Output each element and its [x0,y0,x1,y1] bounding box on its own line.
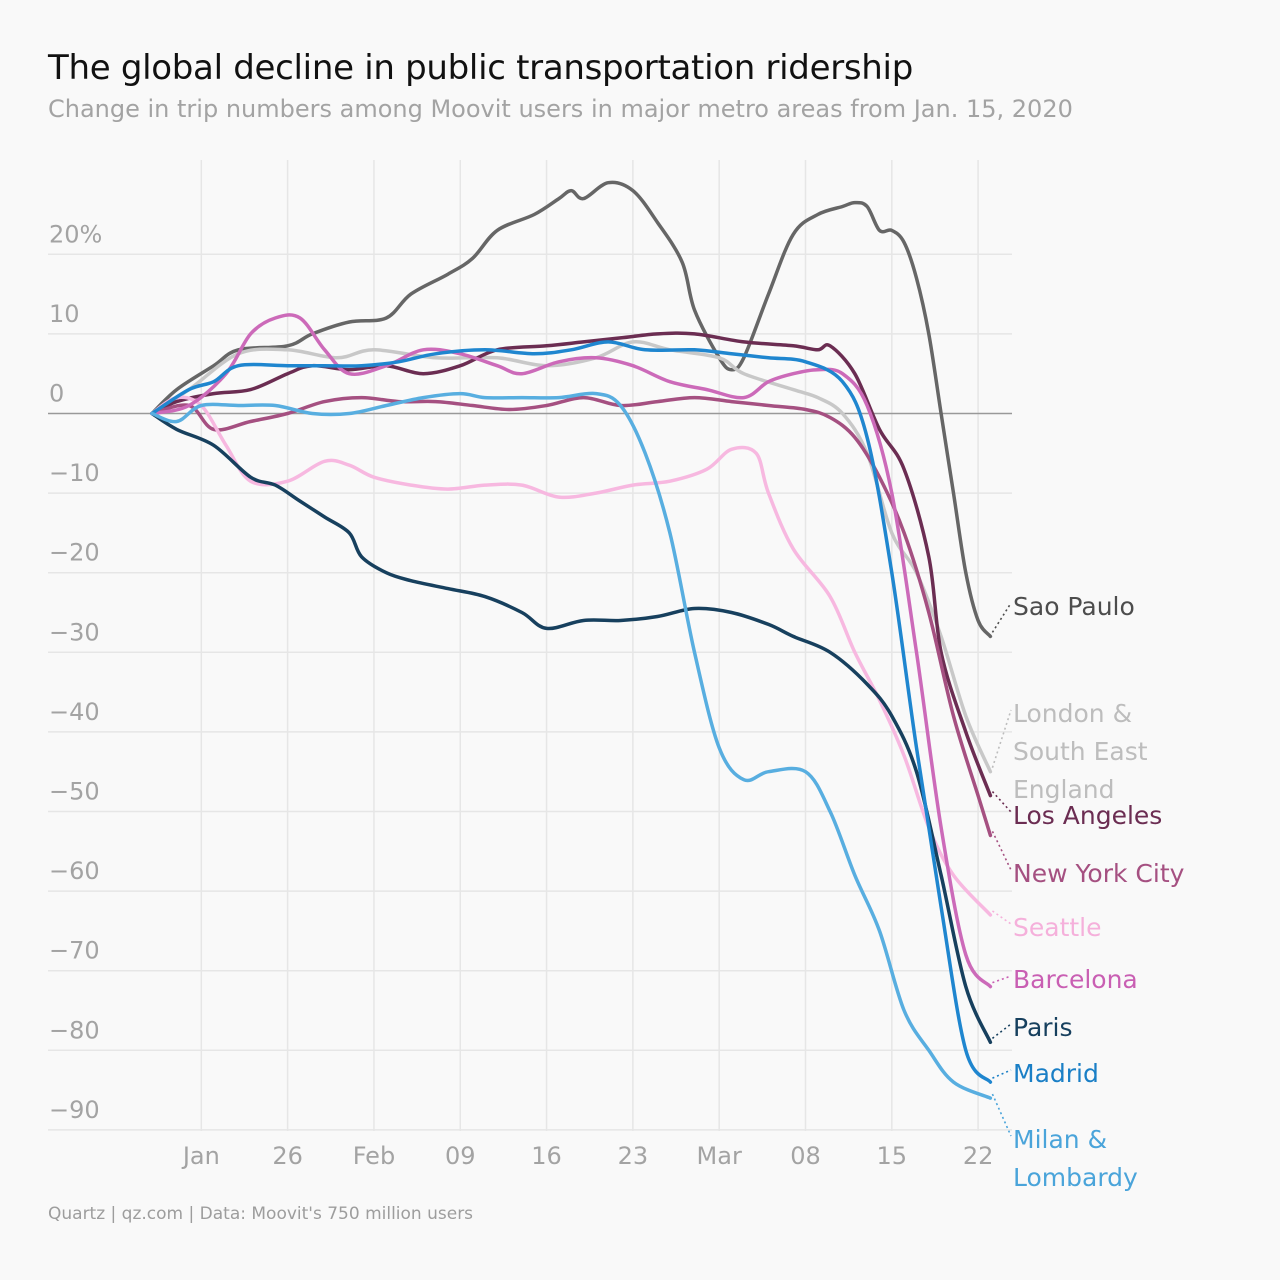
series-label-line: Sao Paulo [1013,592,1135,621]
source-note: Quartz | qz.com | Data: Moovit's 750 mil… [48,1204,474,1224]
leader-line-sao-paulo [991,602,1012,633]
leader-line-madrid [992,1069,1012,1079]
x-axis-tick-labels: Jan 26 Feb 09 16 23 Mar 08 15 22 [181,1142,994,1170]
y-tick-label: −20 [49,539,100,567]
y-tick-label: 0 [49,380,64,408]
series-line-seattle [150,395,993,917]
chart-title: The global decline in public transportat… [48,48,913,88]
series-label-new-york-city: New York City [1013,859,1185,888]
series-label-line: England [1013,775,1115,804]
series-label-milan-and-lombardy: Milan & Lombardy [1013,1125,1138,1192]
leader-line-seattle [991,910,1012,925]
x-tick-label: Jan [181,1142,220,1170]
x-tick-label: 15 [877,1142,908,1170]
y-tick-label: 20% [49,220,102,248]
y-tick-label: −30 [49,618,100,646]
y-tick-label: −80 [49,1016,100,1044]
x-tick-label: 22 [963,1142,994,1170]
series-line-paris [150,411,993,1045]
series-label-madrid: Madrid [1013,1059,1099,1088]
series-line-new-york-city [150,395,993,838]
x-tick-label: 08 [790,1142,821,1170]
leader-line-london-and-south-east-england [991,709,1012,768]
series-label-paris: Paris [1013,1013,1073,1042]
series-line-barcelona [150,313,993,989]
leader-line-barcelona [992,975,1012,984]
y-tick-label: −90 [49,1096,100,1124]
series-label-line: Los Angeles [1013,801,1162,830]
y-axis-tick-labels: 20% 10 0 −10 −20 −30 −40 −50 −60 −70 −80 −90 [49,220,102,1124]
x-tick-label: 09 [445,1142,476,1170]
y-tick-label: −70 [49,937,100,965]
series-label-line: Milan & [1013,1125,1107,1154]
series-label-line: South East [1013,737,1148,766]
chart-subtitle: Change in trip numbers among Moovit user… [48,95,1073,123]
series-label-line: Seattle [1013,913,1102,942]
series-lines [150,180,993,1100]
series-label-london-and-south-east-england: London & South East England [1013,699,1148,804]
series-line-milan-and-lombardy [150,391,993,1100]
leader-line-los-angeles [991,791,1012,813]
series-label-line: New York City [1013,859,1185,888]
y-tick-label: −60 [49,857,100,885]
series-label-barcelona: Barcelona [1013,965,1138,994]
series-line-madrid [150,340,993,1084]
x-tick-label: 16 [531,1142,562,1170]
leader-line-paris [991,1023,1012,1039]
grid [48,160,1012,1131]
series-label-line: Lombardy [1013,1163,1138,1192]
leader-line-new-york-city [991,831,1012,871]
series-label-line: Madrid [1013,1059,1099,1088]
y-tick-label: −10 [49,459,100,487]
y-tick-label: −50 [49,778,100,806]
series-label-line: Paris [1013,1013,1073,1042]
x-tick-label: 23 [618,1142,649,1170]
series-label-seattle: Seattle [1013,913,1102,942]
series-label-sao-paulo: Sao Paulo [1013,592,1135,621]
x-tick-label: 26 [272,1142,303,1170]
x-tick-label: Feb [353,1142,396,1170]
y-tick-label: −40 [49,698,100,726]
series-line-sao-paulo [150,180,993,639]
x-tick-label: Mar [697,1142,742,1170]
series-label-los-angeles: Los Angeles [1013,801,1162,830]
series-label-line: London & [1013,699,1132,728]
series-label-line: Barcelona [1013,965,1138,994]
series-line-los-angeles [150,331,993,798]
y-tick-label: 10 [49,300,80,328]
